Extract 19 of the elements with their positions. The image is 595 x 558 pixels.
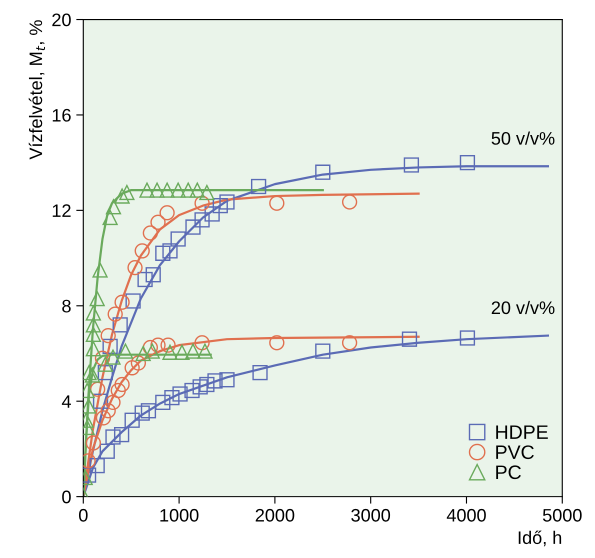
y-tick-label: 8 [62, 300, 71, 313]
annotation: 50 v/v% [492, 132, 554, 145]
legend-label: PVC [496, 445, 534, 460]
x-tick-label: 0 [78, 508, 88, 522]
y-tick-label: 12 [52, 204, 71, 217]
x-tick-label: 4000 [446, 508, 486, 522]
y-tick-label: 0 [62, 490, 71, 504]
y-tick-label: 16 [52, 108, 71, 122]
x-tick-label: 1000 [160, 508, 198, 522]
x-tick-label: 2000 [256, 508, 294, 522]
y-tick-label: 20 [52, 13, 71, 26]
legend-label: PC [496, 465, 521, 480]
legend-label: HDPE [496, 425, 548, 439]
annotation: 20 v/v% [492, 300, 554, 314]
y-axis-title: Vízfelvétel, M$_{t}$, % [28, 20, 46, 160]
x-tick-label: 5000 [542, 508, 582, 522]
x-axis-title: Idő, h [518, 530, 562, 546]
x-tick-label: 3000 [351, 508, 390, 522]
y-tick-label: 4 [62, 395, 71, 408]
